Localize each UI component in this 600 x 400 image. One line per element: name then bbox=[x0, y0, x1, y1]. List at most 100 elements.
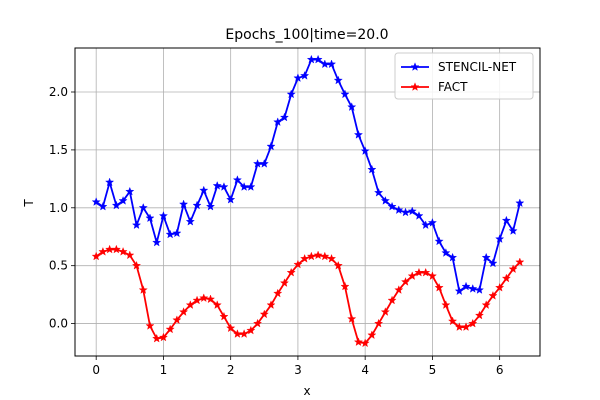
chart-title: Epochs_100|time=20.0 bbox=[225, 27, 388, 43]
legend-marker-fact bbox=[410, 82, 420, 91]
data-point-fact bbox=[246, 325, 256, 335]
x-axis-label: x bbox=[303, 384, 310, 398]
data-point-stencil-net bbox=[179, 199, 189, 209]
data-point-stencil-net bbox=[185, 216, 195, 226]
data-point-fact bbox=[353, 337, 363, 346]
data-point-stencil-net bbox=[380, 196, 390, 205]
data-point-stencil-net bbox=[481, 252, 491, 262]
data-point-fact bbox=[98, 247, 108, 256]
data-point-stencil-net bbox=[246, 182, 256, 191]
data-point-fact bbox=[380, 307, 390, 316]
series-stencil-net bbox=[91, 54, 525, 296]
plot-area-frame bbox=[74, 47, 541, 357]
data-point-fact bbox=[293, 259, 303, 269]
data-point-fact bbox=[158, 332, 168, 342]
data-point-fact bbox=[279, 278, 290, 287]
data-point-fact bbox=[179, 307, 189, 316]
data-point-fact bbox=[91, 251, 101, 261]
data-point-fact bbox=[212, 300, 222, 309]
data-point-fact bbox=[347, 314, 357, 323]
y-axis-label: T bbox=[22, 199, 36, 208]
data-point-fact bbox=[226, 323, 236, 333]
data-point-fact bbox=[474, 310, 485, 320]
data-point-fact bbox=[400, 277, 411, 286]
data-point-stencil-net bbox=[508, 226, 518, 235]
data-point-fact bbox=[165, 324, 175, 334]
x-tick-label: 5 bbox=[429, 363, 437, 377]
axis-ticks: 0 1 2 3 4 5 6 0.0 0.5 1.0 1.5 2.0 bbox=[49, 85, 504, 377]
data-point-stencil-net bbox=[515, 198, 525, 208]
data-point-fact bbox=[219, 311, 229, 321]
data-point-fact bbox=[340, 281, 350, 291]
series-layer bbox=[91, 54, 525, 348]
data-point-stencil-net bbox=[226, 194, 236, 204]
data-point-stencil-net bbox=[374, 187, 384, 197]
data-point-fact bbox=[333, 260, 343, 270]
data-point-stencil-net bbox=[347, 102, 357, 111]
x-tick-label: 4 bbox=[361, 363, 369, 377]
data-point-fact bbox=[501, 273, 511, 283]
data-point-stencil-net bbox=[387, 201, 397, 211]
data-point-stencil-net bbox=[441, 248, 451, 257]
data-point-stencil-net bbox=[434, 236, 444, 246]
data-point-stencil-net bbox=[421, 220, 431, 230]
x-tick-label: 1 bbox=[160, 363, 168, 377]
data-point-fact bbox=[145, 321, 155, 330]
data-point-stencil-net bbox=[293, 73, 303, 82]
data-point-stencil-net bbox=[219, 182, 229, 191]
y-tick-label: 1.5 bbox=[49, 143, 68, 157]
x-tick-label: 0 bbox=[92, 363, 100, 377]
legend-box bbox=[394, 52, 534, 100]
data-point-fact bbox=[131, 260, 142, 270]
data-point-stencil-net bbox=[313, 54, 323, 64]
data-point-fact bbox=[185, 300, 195, 309]
grid bbox=[75, 48, 540, 356]
data-point-stencil-net bbox=[192, 200, 202, 210]
series-fact bbox=[91, 244, 525, 348]
data-point-stencil-net bbox=[232, 175, 242, 184]
data-point-fact bbox=[508, 264, 518, 274]
data-point-fact bbox=[367, 330, 377, 340]
data-point-fact bbox=[434, 282, 444, 292]
data-point-fact bbox=[306, 251, 316, 261]
y-tick-label: 1.0 bbox=[49, 201, 68, 215]
data-point-fact bbox=[320, 251, 330, 261]
data-point-stencil-net bbox=[91, 197, 101, 206]
data-point-stencil-net bbox=[158, 211, 168, 220]
y-tick-label: 0.5 bbox=[49, 259, 68, 273]
data-point-fact bbox=[468, 318, 478, 328]
data-point-fact bbox=[407, 271, 417, 280]
x-tick-label: 2 bbox=[227, 363, 235, 377]
data-point-stencil-net bbox=[259, 159, 269, 168]
data-point-fact bbox=[327, 253, 337, 263]
data-point-stencil-net bbox=[495, 234, 505, 243]
data-point-stencil-net bbox=[407, 206, 417, 216]
data-point-fact bbox=[360, 338, 370, 348]
data-point-stencil-net bbox=[165, 229, 175, 239]
legend-label-fact: FACT bbox=[438, 80, 468, 94]
data-point-stencil-net bbox=[474, 285, 485, 294]
y-tick-label: 0.0 bbox=[49, 317, 68, 331]
data-point-fact bbox=[266, 300, 276, 309]
data-point-stencil-net bbox=[300, 71, 310, 80]
data-point-fact bbox=[273, 288, 283, 298]
legend-label-stencil-net: STENCIL-NET bbox=[438, 60, 517, 74]
data-point-stencil-net bbox=[327, 59, 337, 69]
data-point-fact bbox=[461, 322, 471, 331]
data-point-stencil-net bbox=[125, 186, 135, 196]
data-point-stencil-net bbox=[353, 130, 363, 139]
data-point-fact bbox=[111, 244, 121, 254]
data-point-stencil-net bbox=[152, 237, 162, 247]
data-point-stencil-net bbox=[172, 228, 182, 238]
data-point-stencil-net bbox=[118, 196, 128, 205]
data-point-fact bbox=[125, 250, 135, 260]
data-point-stencil-net bbox=[394, 205, 404, 214]
data-point-stencil-net bbox=[273, 117, 283, 126]
data-point-stencil-net bbox=[340, 89, 350, 99]
data-point-stencil-net bbox=[205, 201, 216, 211]
data-point-fact bbox=[441, 300, 451, 309]
data-point-fact bbox=[313, 250, 323, 260]
data-point-stencil-net bbox=[414, 211, 424, 220]
data-point-fact bbox=[138, 285, 148, 294]
data-point-stencil-net bbox=[212, 181, 222, 190]
